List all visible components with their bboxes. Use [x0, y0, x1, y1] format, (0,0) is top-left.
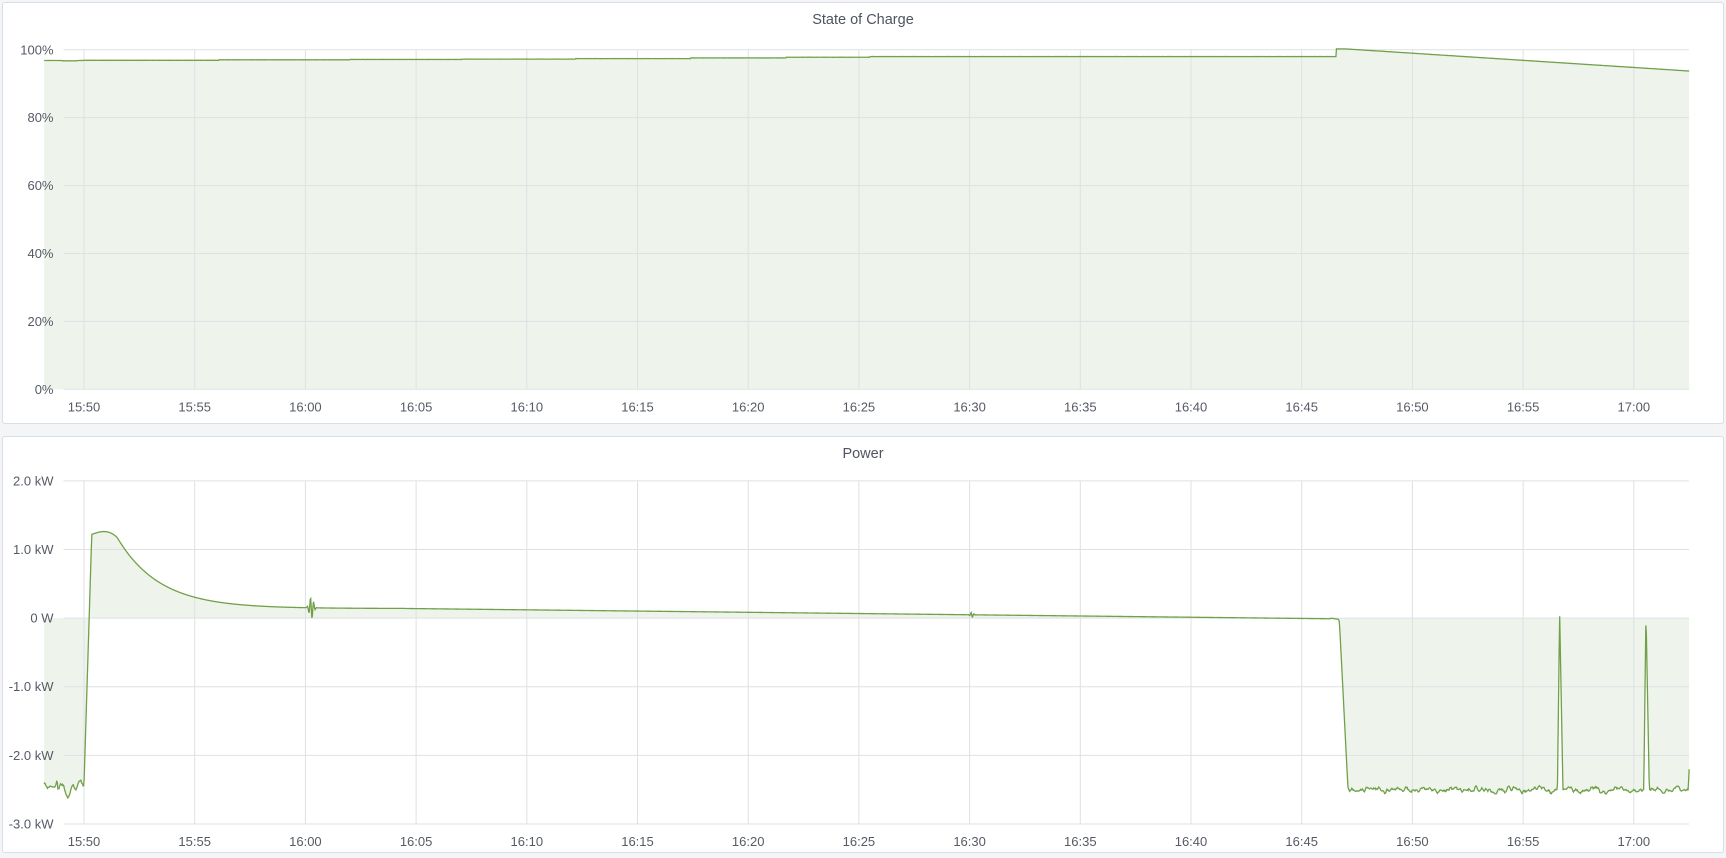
- svg-text:-1.0 kW: -1.0 kW: [9, 679, 55, 694]
- svg-text:16:00: 16:00: [289, 834, 322, 849]
- svg-text:16:30: 16:30: [953, 834, 986, 849]
- svg-text:0 W: 0 W: [30, 611, 54, 626]
- svg-text:16:50: 16:50: [1396, 834, 1429, 849]
- svg-text:16:20: 16:20: [732, 834, 765, 849]
- svg-text:16:10: 16:10: [511, 399, 544, 414]
- svg-text:17:00: 17:00: [1618, 399, 1651, 414]
- svg-text:16:40: 16:40: [1175, 399, 1208, 414]
- svg-text:2.0 kW: 2.0 kW: [13, 473, 54, 488]
- svg-text:16:55: 16:55: [1507, 399, 1540, 414]
- svg-text:16:10: 16:10: [511, 834, 544, 849]
- svg-text:16:30: 16:30: [953, 399, 986, 414]
- svg-text:16:05: 16:05: [400, 399, 433, 414]
- svg-text:0%: 0%: [35, 382, 54, 397]
- svg-text:20%: 20%: [27, 314, 53, 329]
- svg-text:40%: 40%: [27, 246, 53, 261]
- svg-text:100%: 100%: [20, 42, 54, 57]
- svg-text:16:40: 16:40: [1175, 834, 1208, 849]
- svg-text:16:55: 16:55: [1507, 834, 1540, 849]
- svg-text:1.0 kW: 1.0 kW: [13, 542, 54, 557]
- svg-text:80%: 80%: [27, 110, 53, 125]
- svg-text:16:00: 16:00: [289, 399, 322, 414]
- svg-text:16:15: 16:15: [621, 834, 654, 849]
- svg-text:16:15: 16:15: [621, 399, 654, 414]
- svg-text:60%: 60%: [27, 178, 53, 193]
- svg-text:15:50: 15:50: [68, 834, 101, 849]
- svg-text:16:25: 16:25: [843, 834, 876, 849]
- svg-text:16:35: 16:35: [1064, 399, 1097, 414]
- svg-text:15:50: 15:50: [68, 399, 101, 414]
- svg-text:16:45: 16:45: [1285, 399, 1318, 414]
- svg-text:16:45: 16:45: [1285, 834, 1318, 849]
- svg-text:17:00: 17:00: [1618, 834, 1651, 849]
- svg-text:-3.0 kW: -3.0 kW: [9, 816, 55, 831]
- svg-text:16:50: 16:50: [1396, 399, 1429, 414]
- svg-text:16:25: 16:25: [843, 399, 876, 414]
- svg-text:15:55: 15:55: [178, 399, 211, 414]
- svg-text:15:55: 15:55: [178, 834, 211, 849]
- svg-text:16:35: 16:35: [1064, 834, 1097, 849]
- svg-text:-2.0 kW: -2.0 kW: [9, 748, 55, 763]
- svg-text:16:05: 16:05: [400, 834, 433, 849]
- svg-text:16:20: 16:20: [732, 399, 765, 414]
